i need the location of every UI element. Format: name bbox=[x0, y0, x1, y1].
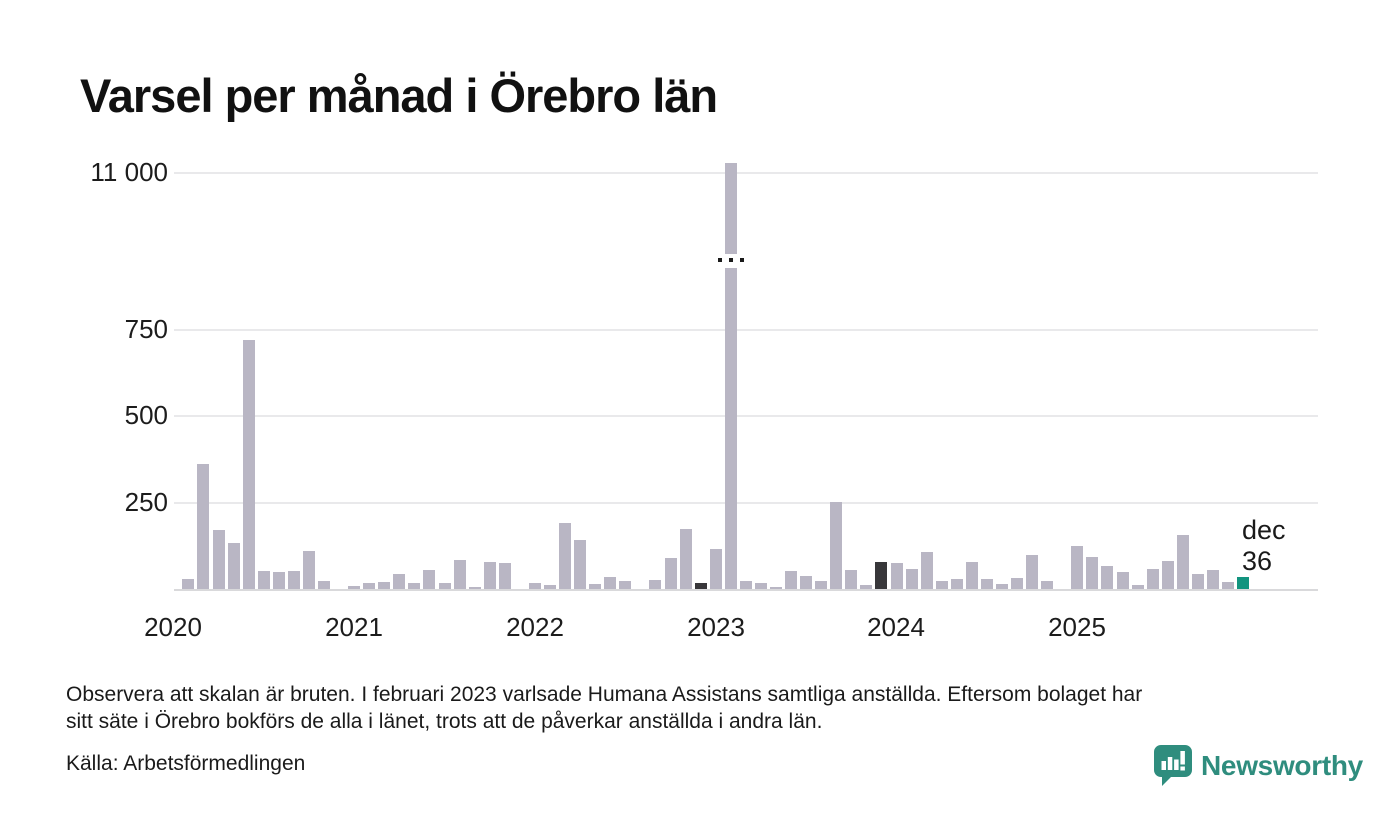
bar-okt-2024 bbox=[1026, 555, 1039, 589]
annotation-month: dec bbox=[1242, 515, 1286, 545]
bar-jan-2024 bbox=[890, 563, 903, 589]
bar-mar-2024 bbox=[920, 552, 933, 589]
newsworthy-logo: Newsworthy bbox=[1153, 744, 1363, 788]
bar-dec-2022 bbox=[694, 583, 707, 589]
bar-jan-2022 bbox=[528, 583, 541, 589]
bar-jul-2024 bbox=[980, 579, 993, 589]
bar-nov-2020 bbox=[318, 581, 330, 589]
x-tick-year-2022: 2022 bbox=[506, 612, 564, 642]
bar-maj-2023 bbox=[769, 587, 782, 589]
bar-aug-2025 bbox=[1176, 535, 1189, 589]
bar-okt-2025 bbox=[1206, 570, 1219, 589]
bar-feb-2022 bbox=[544, 585, 556, 589]
bar-maj-2024 bbox=[950, 579, 963, 589]
x-tick-year-2021: 2021 bbox=[325, 612, 383, 642]
gridline-11000 bbox=[174, 172, 1318, 174]
bar-aug-2023 bbox=[815, 581, 828, 589]
bar-maj-2021 bbox=[408, 583, 421, 589]
bar-jun-2023 bbox=[785, 571, 797, 589]
bar-jun-2022 bbox=[604, 577, 617, 589]
newsworthy-logo-text: Newsworthy bbox=[1201, 750, 1363, 781]
bar-jan-2025 bbox=[1071, 546, 1084, 589]
newsworthy-logo-icon bbox=[1153, 744, 1193, 788]
bar-maj-2022 bbox=[589, 584, 602, 589]
bar-feb-2024 bbox=[905, 569, 918, 589]
y-tick-label: 11 000 bbox=[90, 157, 168, 187]
bar-mar-2020 bbox=[197, 464, 210, 589]
bar-okt-2020 bbox=[302, 551, 315, 589]
bar-sep-2025 bbox=[1191, 574, 1204, 589]
chart-title: Varsel per månad i Örebro län bbox=[80, 69, 718, 122]
bar-dec-2025 bbox=[1237, 577, 1249, 589]
bar-nov-2025 bbox=[1221, 582, 1234, 589]
bar-chart: 11 000 750 500 250 2020 2021 2022 2023 2024 2025 bbox=[90, 157, 1318, 642]
bar-jul-2025 bbox=[1161, 561, 1174, 589]
axis-break-dot bbox=[739, 258, 744, 262]
footnote-line-2: sitt säte i Örebro bokförs de alla i län… bbox=[66, 710, 823, 733]
bar-nov-2021 bbox=[498, 563, 511, 589]
y-tick-label: 500 bbox=[124, 400, 168, 430]
bar-nov-2022 bbox=[679, 529, 692, 589]
x-axis-line bbox=[174, 589, 1318, 591]
bar-sep-2022 bbox=[649, 580, 662, 589]
source-note: Källa: Arbetsförmedlingen bbox=[66, 752, 306, 775]
bar-mar-2021 bbox=[378, 582, 391, 589]
bar-okt-2022 bbox=[664, 558, 677, 589]
x-tick-year-2025: 2025 bbox=[1048, 612, 1106, 642]
bar-jun-2024 bbox=[965, 562, 978, 589]
bar-sep-2024 bbox=[1011, 578, 1023, 589]
footnote: Observera att skalan är bruten. I februa… bbox=[66, 681, 1142, 735]
bar-feb-2023 bbox=[724, 163, 737, 589]
bar-jul-2020 bbox=[257, 571, 270, 589]
bar-jul-2022 bbox=[619, 581, 632, 589]
x-tick-year-2023: 2023 bbox=[687, 612, 745, 642]
bar-aug-2020 bbox=[272, 572, 285, 589]
bar-mar-2025 bbox=[1101, 566, 1114, 589]
x-tick-year-2024: 2024 bbox=[867, 612, 925, 642]
bar-apr-2024 bbox=[935, 581, 948, 589]
bar-okt-2023 bbox=[845, 570, 858, 589]
x-tick-year-2020: 2020 bbox=[144, 612, 202, 642]
axis-break-dot bbox=[717, 258, 722, 262]
annotation-value: 36 bbox=[1242, 546, 1273, 576]
bar-feb-2020 bbox=[182, 579, 195, 589]
bar-sep-2020 bbox=[287, 571, 300, 589]
bar-apr-2022 bbox=[574, 540, 587, 589]
bar-nov-2023 bbox=[860, 585, 873, 589]
y-tick-label: 750 bbox=[124, 314, 168, 344]
bar-apr-2021 bbox=[393, 574, 406, 589]
bar-jun-2025 bbox=[1146, 569, 1159, 589]
bar-aug-2024 bbox=[995, 584, 1008, 589]
bar-maj-2020 bbox=[227, 543, 240, 589]
gridline-500 bbox=[174, 415, 1318, 417]
gridline-750 bbox=[174, 329, 1318, 331]
bar-jul-2023 bbox=[800, 576, 813, 589]
bar-jan-2021 bbox=[348, 586, 361, 589]
bar-jun-2020 bbox=[242, 340, 255, 589]
bar-nov-2024 bbox=[1041, 581, 1054, 589]
bar-apr-2023 bbox=[754, 583, 767, 589]
axis-break-dot bbox=[728, 258, 733, 262]
bar-sep-2023 bbox=[830, 502, 843, 589]
footnote-line-1: Observera att skalan är bruten. I februa… bbox=[66, 683, 1143, 706]
bar-maj-2025 bbox=[1131, 585, 1144, 589]
bar-mar-2022 bbox=[559, 523, 571, 589]
bar-jun-2021 bbox=[423, 570, 436, 589]
bar-feb-2025 bbox=[1086, 557, 1099, 589]
bar-dec-2023 bbox=[875, 562, 888, 589]
current-value-annotation: dec 36 bbox=[1242, 515, 1286, 577]
bar-okt-2021 bbox=[483, 562, 496, 589]
bar-sep-2021 bbox=[468, 587, 481, 589]
bar-jan-2023 bbox=[709, 549, 722, 589]
gridline-250 bbox=[174, 502, 1318, 504]
bar-jul-2021 bbox=[438, 583, 451, 589]
y-tick-label: 250 bbox=[124, 487, 168, 517]
bar-apr-2020 bbox=[212, 530, 225, 589]
bar-feb-2021 bbox=[363, 583, 376, 589]
bar-mar-2023 bbox=[739, 581, 752, 589]
bar-apr-2025 bbox=[1116, 572, 1129, 589]
bar-aug-2021 bbox=[453, 560, 466, 589]
